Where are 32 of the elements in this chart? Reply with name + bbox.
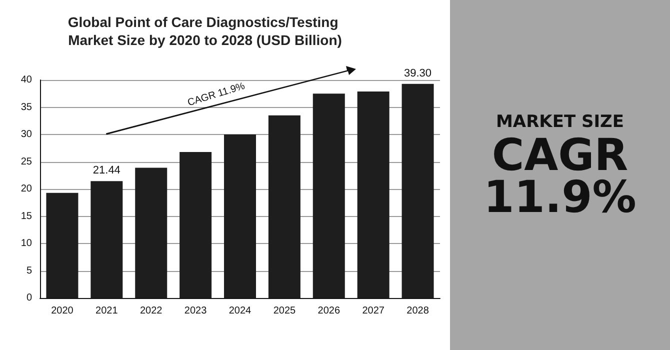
y-tick-label: 35 bbox=[20, 102, 32, 113]
x-tick-label: 2028 bbox=[406, 306, 430, 316]
bar bbox=[402, 84, 434, 298]
y-tick-label: 10 bbox=[20, 238, 32, 249]
data-label: 21.44 bbox=[92, 164, 120, 177]
bar bbox=[268, 115, 300, 298]
bar bbox=[224, 134, 256, 298]
bar bbox=[312, 94, 345, 298]
y-tick-label: 0 bbox=[26, 292, 32, 304]
bar bbox=[180, 152, 212, 298]
x-tick-label: 2023 bbox=[184, 306, 208, 316]
x-tick-label: 2020 bbox=[51, 306, 74, 316]
x-tick-label: 2026 bbox=[318, 306, 340, 316]
y-tick-label: 25 bbox=[20, 156, 32, 168]
bar bbox=[135, 168, 168, 298]
y-tick-label: 30 bbox=[20, 129, 32, 140]
x-tick-label: 2022 bbox=[140, 306, 163, 316]
annotation: CAGR 11.9% bbox=[186, 80, 246, 109]
x-tick-label: 2025 bbox=[273, 306, 296, 316]
y-tick-label: 15 bbox=[20, 210, 32, 222]
bar bbox=[46, 192, 78, 298]
x-tick-label: 2021 bbox=[96, 306, 118, 316]
y-tick-label: 40 bbox=[20, 74, 32, 86]
data-label: 39.30 bbox=[404, 67, 432, 80]
x-tick-label: 2027 bbox=[362, 306, 385, 316]
y-tick-label: 20 bbox=[20, 184, 32, 194]
y-tick-label: 5 bbox=[26, 265, 32, 276]
bar bbox=[90, 181, 123, 298]
text: MARKET SIZE bbox=[495, 112, 625, 132]
chart-title: Global Point of Care Diagnostics/Testing Market Size by 2020 to 2028 (USD Billion) bbox=[68, 14, 342, 48]
bar bbox=[357, 91, 390, 298]
x-tick-label: 2024 bbox=[228, 306, 252, 316]
